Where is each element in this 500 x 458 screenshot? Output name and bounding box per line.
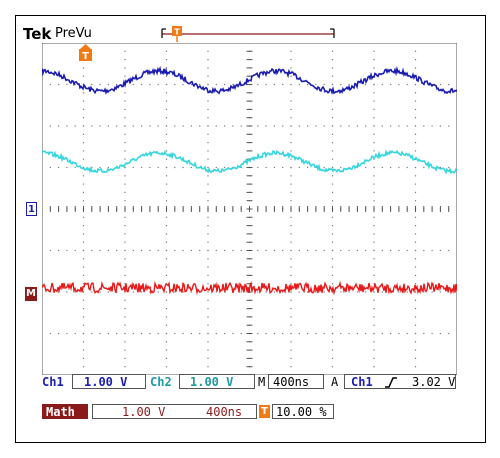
trigger-box[interactable] (344, 374, 456, 389)
brand-logo: Tek (23, 25, 52, 43)
ch2-scale-box[interactable] (179, 374, 255, 389)
math-ground-marker[interactable]: M (25, 287, 37, 301)
trigger-position-bar[interactable] (158, 28, 338, 42)
ch1-label: Ch1 (42, 375, 64, 389)
scope-display[interactable] (42, 43, 457, 375)
ch2-label: Ch2 (150, 375, 172, 389)
ch1-scale: 1.00 V (84, 375, 128, 389)
trigger-position-icon[interactable]: T (172, 26, 182, 42)
math-timebase: 400ns (206, 405, 243, 419)
trigger-position-box[interactable] (272, 404, 334, 419)
acquisition-label: A (331, 375, 339, 389)
timebase-value: 400ns (273, 375, 310, 389)
trigger-position-value: 10.00 % (276, 405, 327, 419)
trigger-position-marker-icon: T (259, 405, 270, 418)
svg-text:T: T (174, 28, 180, 37)
trigger-level: 3.02 V (412, 375, 456, 389)
ch1-waveform (42, 65, 457, 96)
math-label-bg (42, 404, 88, 419)
math-settings-box[interactable] (92, 404, 257, 419)
rising-edge-icon (385, 377, 397, 388)
ch2-scale: 1.00 V (190, 375, 234, 389)
math-label: Math (46, 405, 75, 419)
ch2-waveform (42, 149, 457, 175)
ch1-ground-marker[interactable]: 1 (26, 202, 37, 216)
graticule (42, 43, 450, 368)
trigger-level-icon[interactable]: T (79, 44, 92, 63)
mode-label: PreVu (55, 26, 92, 41)
timebase-label: M (258, 375, 266, 389)
ch1-scale-box[interactable] (72, 374, 146, 389)
trigger-source: Ch1 (351, 375, 373, 389)
math-waveform (42, 280, 457, 296)
timebase-box[interactable] (268, 374, 324, 389)
svg-text:T: T (82, 51, 89, 62)
math-scale: 1.00 V (122, 405, 166, 419)
